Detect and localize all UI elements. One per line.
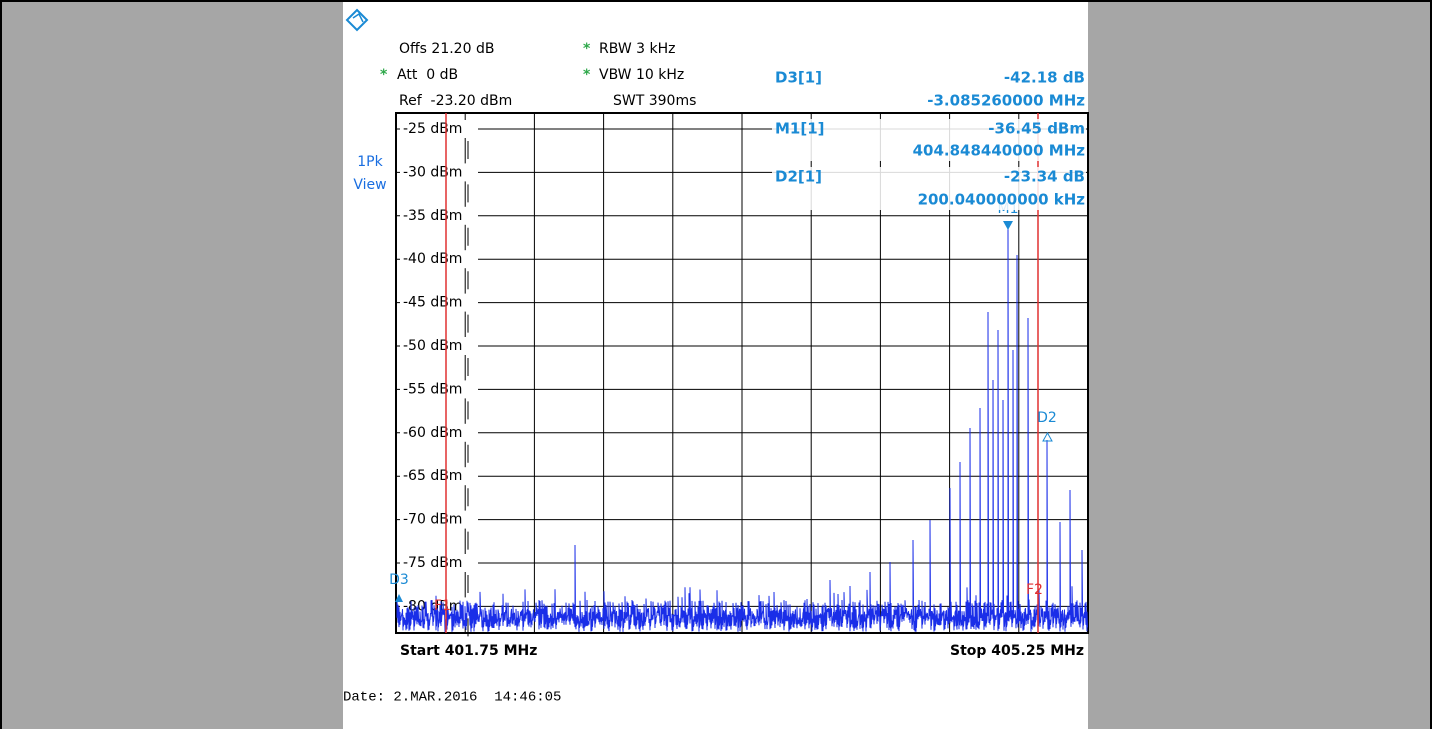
level-label: -50 dBm (403, 338, 462, 354)
label-bg (400, 293, 478, 312)
level-label: -60 dBm (403, 425, 462, 441)
label-bg (400, 120, 478, 138)
asterisk: * (583, 67, 591, 83)
asterisk: * (583, 41, 591, 57)
marker-freq: 404.848440000 MHz (913, 142, 1086, 160)
level-label: -65 dBm (403, 468, 462, 484)
label-bg (400, 380, 478, 399)
marker-label: D2[1] (775, 168, 822, 186)
label-bg (400, 206, 478, 225)
readout-bg (772, 167, 1086, 210)
m1-marker (1003, 221, 1013, 230)
level-label: -25 dBm (403, 121, 462, 137)
trace-view: View (353, 177, 386, 193)
level-label: -75 dBm (403, 555, 462, 571)
label-bg (400, 337, 478, 355)
rbw: RBW 3 kHz (599, 41, 675, 57)
label-bg (400, 597, 478, 616)
marker-freq: 200.040000000 kHz (918, 191, 1086, 209)
level-label: -45 dBm (403, 295, 462, 311)
date: Date: 2.MAR.2016 14:46:05 (343, 690, 561, 706)
f1-label: F1 (434, 598, 451, 614)
label-bg (400, 510, 478, 529)
label-bg (400, 554, 478, 572)
label-bg (400, 163, 478, 182)
trace (396, 224, 1088, 632)
level-label: -40 dBm (403, 251, 462, 267)
trace-mode: 1Pk (357, 154, 383, 170)
start: Start 401.75 MHz (400, 643, 537, 659)
label-bg (400, 467, 478, 486)
marker-value: -42.18 dB (1004, 69, 1085, 87)
logo (345, 8, 369, 32)
offs: Offs 21.20 dB (399, 41, 494, 57)
marker-value: -36.45 dBm (988, 120, 1085, 138)
d3-marker (395, 594, 403, 602)
f2-label: F2 (1026, 582, 1043, 598)
marker-freq: -3.085260000 MHz (927, 92, 1085, 110)
marker-label: M1[1] (775, 120, 825, 138)
swt: SWT 390ms (613, 93, 696, 109)
asterisk: * (380, 67, 388, 83)
ref: Ref -23.20 dBm (399, 93, 512, 109)
att: Att 0 dB (397, 67, 458, 83)
vbw: VBW 10 kHz (599, 67, 684, 83)
d3-label: D3 (389, 572, 409, 588)
d2-marker (1042, 431, 1053, 442)
level-label: -30 dBm (403, 164, 462, 180)
marker-label: D3[1] (775, 69, 822, 87)
label-bg (400, 423, 478, 442)
stop: Stop 405.25 MHz (950, 643, 1084, 659)
readout-bg (772, 119, 1086, 161)
level-label: -35 dBm (403, 208, 462, 224)
level-label: -70 dBm (403, 512, 462, 528)
level-label: -55 dBm (403, 381, 462, 397)
d2-label: D2 (1037, 410, 1057, 426)
marker-value: -23.34 dB (1004, 168, 1085, 186)
label-bg (400, 250, 478, 269)
